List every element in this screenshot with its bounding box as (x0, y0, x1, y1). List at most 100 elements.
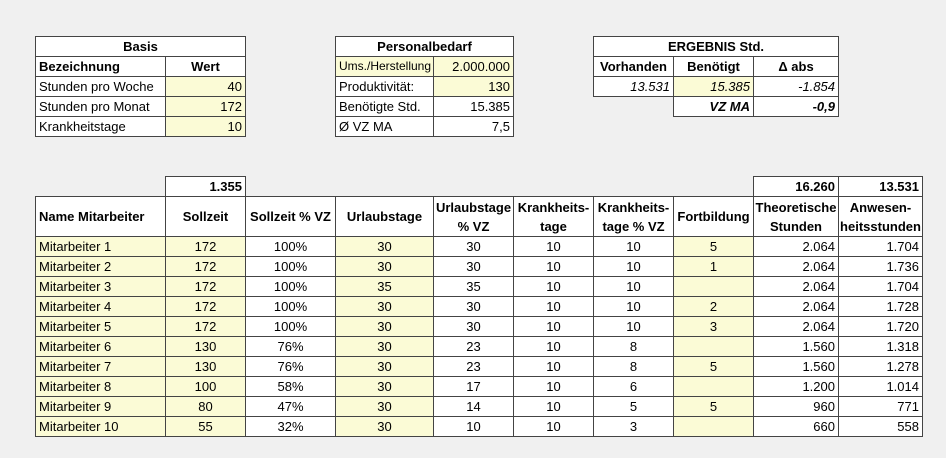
value-cell: 1.014 (838, 376, 923, 397)
value-cell: 30 (433, 296, 514, 317)
value-cell: 32% (245, 416, 336, 437)
value-cell (673, 376, 754, 397)
value-cell: 172 (165, 96, 246, 117)
value-cell: 130 (433, 76, 514, 97)
label-cell: Krankheitstage (35, 116, 166, 137)
value-cell: 100% (245, 316, 336, 337)
value-cell: 10 (593, 296, 674, 317)
label-cell: Benötigte Std. (335, 96, 434, 117)
value-cell: 35 (335, 276, 434, 297)
value-cell: 30 (335, 396, 434, 417)
value-cell: 1.200 (753, 376, 839, 397)
name-cell: Mitarbeiter 4 (35, 296, 166, 317)
header-cell: Fortbildung (673, 196, 754, 237)
label-cell: Ø VZ MA (335, 116, 434, 137)
value-cell: 10 (433, 416, 514, 437)
value-cell: 100 (165, 376, 246, 397)
value-cell: 2.064 (753, 296, 839, 317)
name-cell: Mitarbeiter 9 (35, 396, 166, 417)
header-cell: Anwesen- heitsstunden (838, 196, 923, 237)
header-cell: Name Mitarbeiter (35, 196, 166, 237)
label-cell: Stunden pro Woche (35, 76, 166, 97)
value-cell: 10 (513, 316, 594, 337)
value-cell (673, 416, 754, 437)
total-cell: 16.260 (753, 176, 839, 197)
value-cell: 30 (433, 256, 514, 277)
value-cell (673, 336, 754, 357)
value-cell: 80 (165, 396, 246, 417)
header-cell: Krankheits- tage % VZ (593, 196, 674, 237)
value-cell: 10 (513, 296, 594, 317)
header-cell: Benötigt (673, 56, 754, 77)
value-cell: 1.318 (838, 336, 923, 357)
value-cell: 10 (513, 416, 594, 437)
value-cell: 100% (245, 236, 336, 257)
header-cell: Urlaubstage (335, 196, 434, 237)
value-cell: 10 (513, 256, 594, 277)
value-cell: 30 (433, 316, 514, 337)
value-cell: 8 (593, 336, 674, 357)
table-title: ERGEBNIS Std. (593, 36, 839, 57)
value-cell: 10 (513, 336, 594, 357)
value-cell: 2.064 (753, 316, 839, 337)
value-cell: -0,9 (753, 96, 839, 117)
header-cell: Sollzeit (165, 196, 246, 237)
value-cell: 10 (593, 276, 674, 297)
value-cell: 130 (165, 336, 246, 357)
value-cell: 100% (245, 256, 336, 277)
value-cell: 8 (593, 356, 674, 377)
value-cell: 1.728 (838, 296, 923, 317)
total-cell: 13.531 (838, 176, 923, 197)
value-cell: 10 (165, 116, 246, 137)
header-cell: Krankheits- tage (513, 196, 594, 237)
value-cell: 1.736 (838, 256, 923, 277)
header-cell: Theoretische Stunden (753, 196, 839, 237)
value-cell: 5 (673, 356, 754, 377)
value-cell: 172 (165, 316, 246, 337)
value-cell: 10 (513, 396, 594, 417)
value-cell: 2 (673, 296, 754, 317)
value-cell: 6 (593, 376, 674, 397)
value-cell: 15.385 (433, 96, 514, 117)
value-cell: 58% (245, 376, 336, 397)
header-cell: Δ abs (753, 56, 839, 77)
value-cell: 10 (593, 236, 674, 257)
value-cell: 1.560 (753, 336, 839, 357)
name-cell: Mitarbeiter 2 (35, 256, 166, 277)
value-cell: 14 (433, 396, 514, 417)
name-cell: Mitarbeiter 3 (35, 276, 166, 297)
value-cell: 23 (433, 356, 514, 377)
value-cell: 10 (593, 316, 674, 337)
value-cell: 172 (165, 276, 246, 297)
value-cell: 30 (335, 256, 434, 277)
value-cell: 1 (673, 256, 754, 277)
value-cell: 2.064 (753, 276, 839, 297)
value-cell: 172 (165, 296, 246, 317)
header-cell: Wert (165, 56, 246, 77)
value-cell: 10 (513, 356, 594, 377)
value-cell: 771 (838, 396, 923, 417)
value-cell: 100% (245, 276, 336, 297)
label-cell: Produktivität: (335, 76, 434, 97)
value-cell: 5 (673, 396, 754, 417)
name-cell: Mitarbeiter 6 (35, 336, 166, 357)
name-cell: Mitarbeiter 1 (35, 236, 166, 257)
table-title: Basis (35, 36, 246, 57)
value-cell: 76% (245, 356, 336, 377)
value-cell: 30 (335, 356, 434, 377)
value-cell: 172 (165, 236, 246, 257)
value-cell: 5 (593, 396, 674, 417)
value-cell: 7,5 (433, 116, 514, 137)
table-title: Personalbedarf (335, 36, 514, 57)
total-cell: 1.355 (165, 176, 246, 197)
value-cell: 10 (513, 236, 594, 257)
header-cell: Sollzeit % VZ (245, 196, 336, 237)
value-cell: 2.064 (753, 256, 839, 277)
value-cell: 172 (165, 256, 246, 277)
value-cell: 130 (165, 356, 246, 377)
value-cell: 40 (165, 76, 246, 97)
label-cell: VZ MA (673, 96, 754, 117)
value-cell: 30 (335, 316, 434, 337)
label-cell: Ums./Herstellung (335, 56, 434, 77)
